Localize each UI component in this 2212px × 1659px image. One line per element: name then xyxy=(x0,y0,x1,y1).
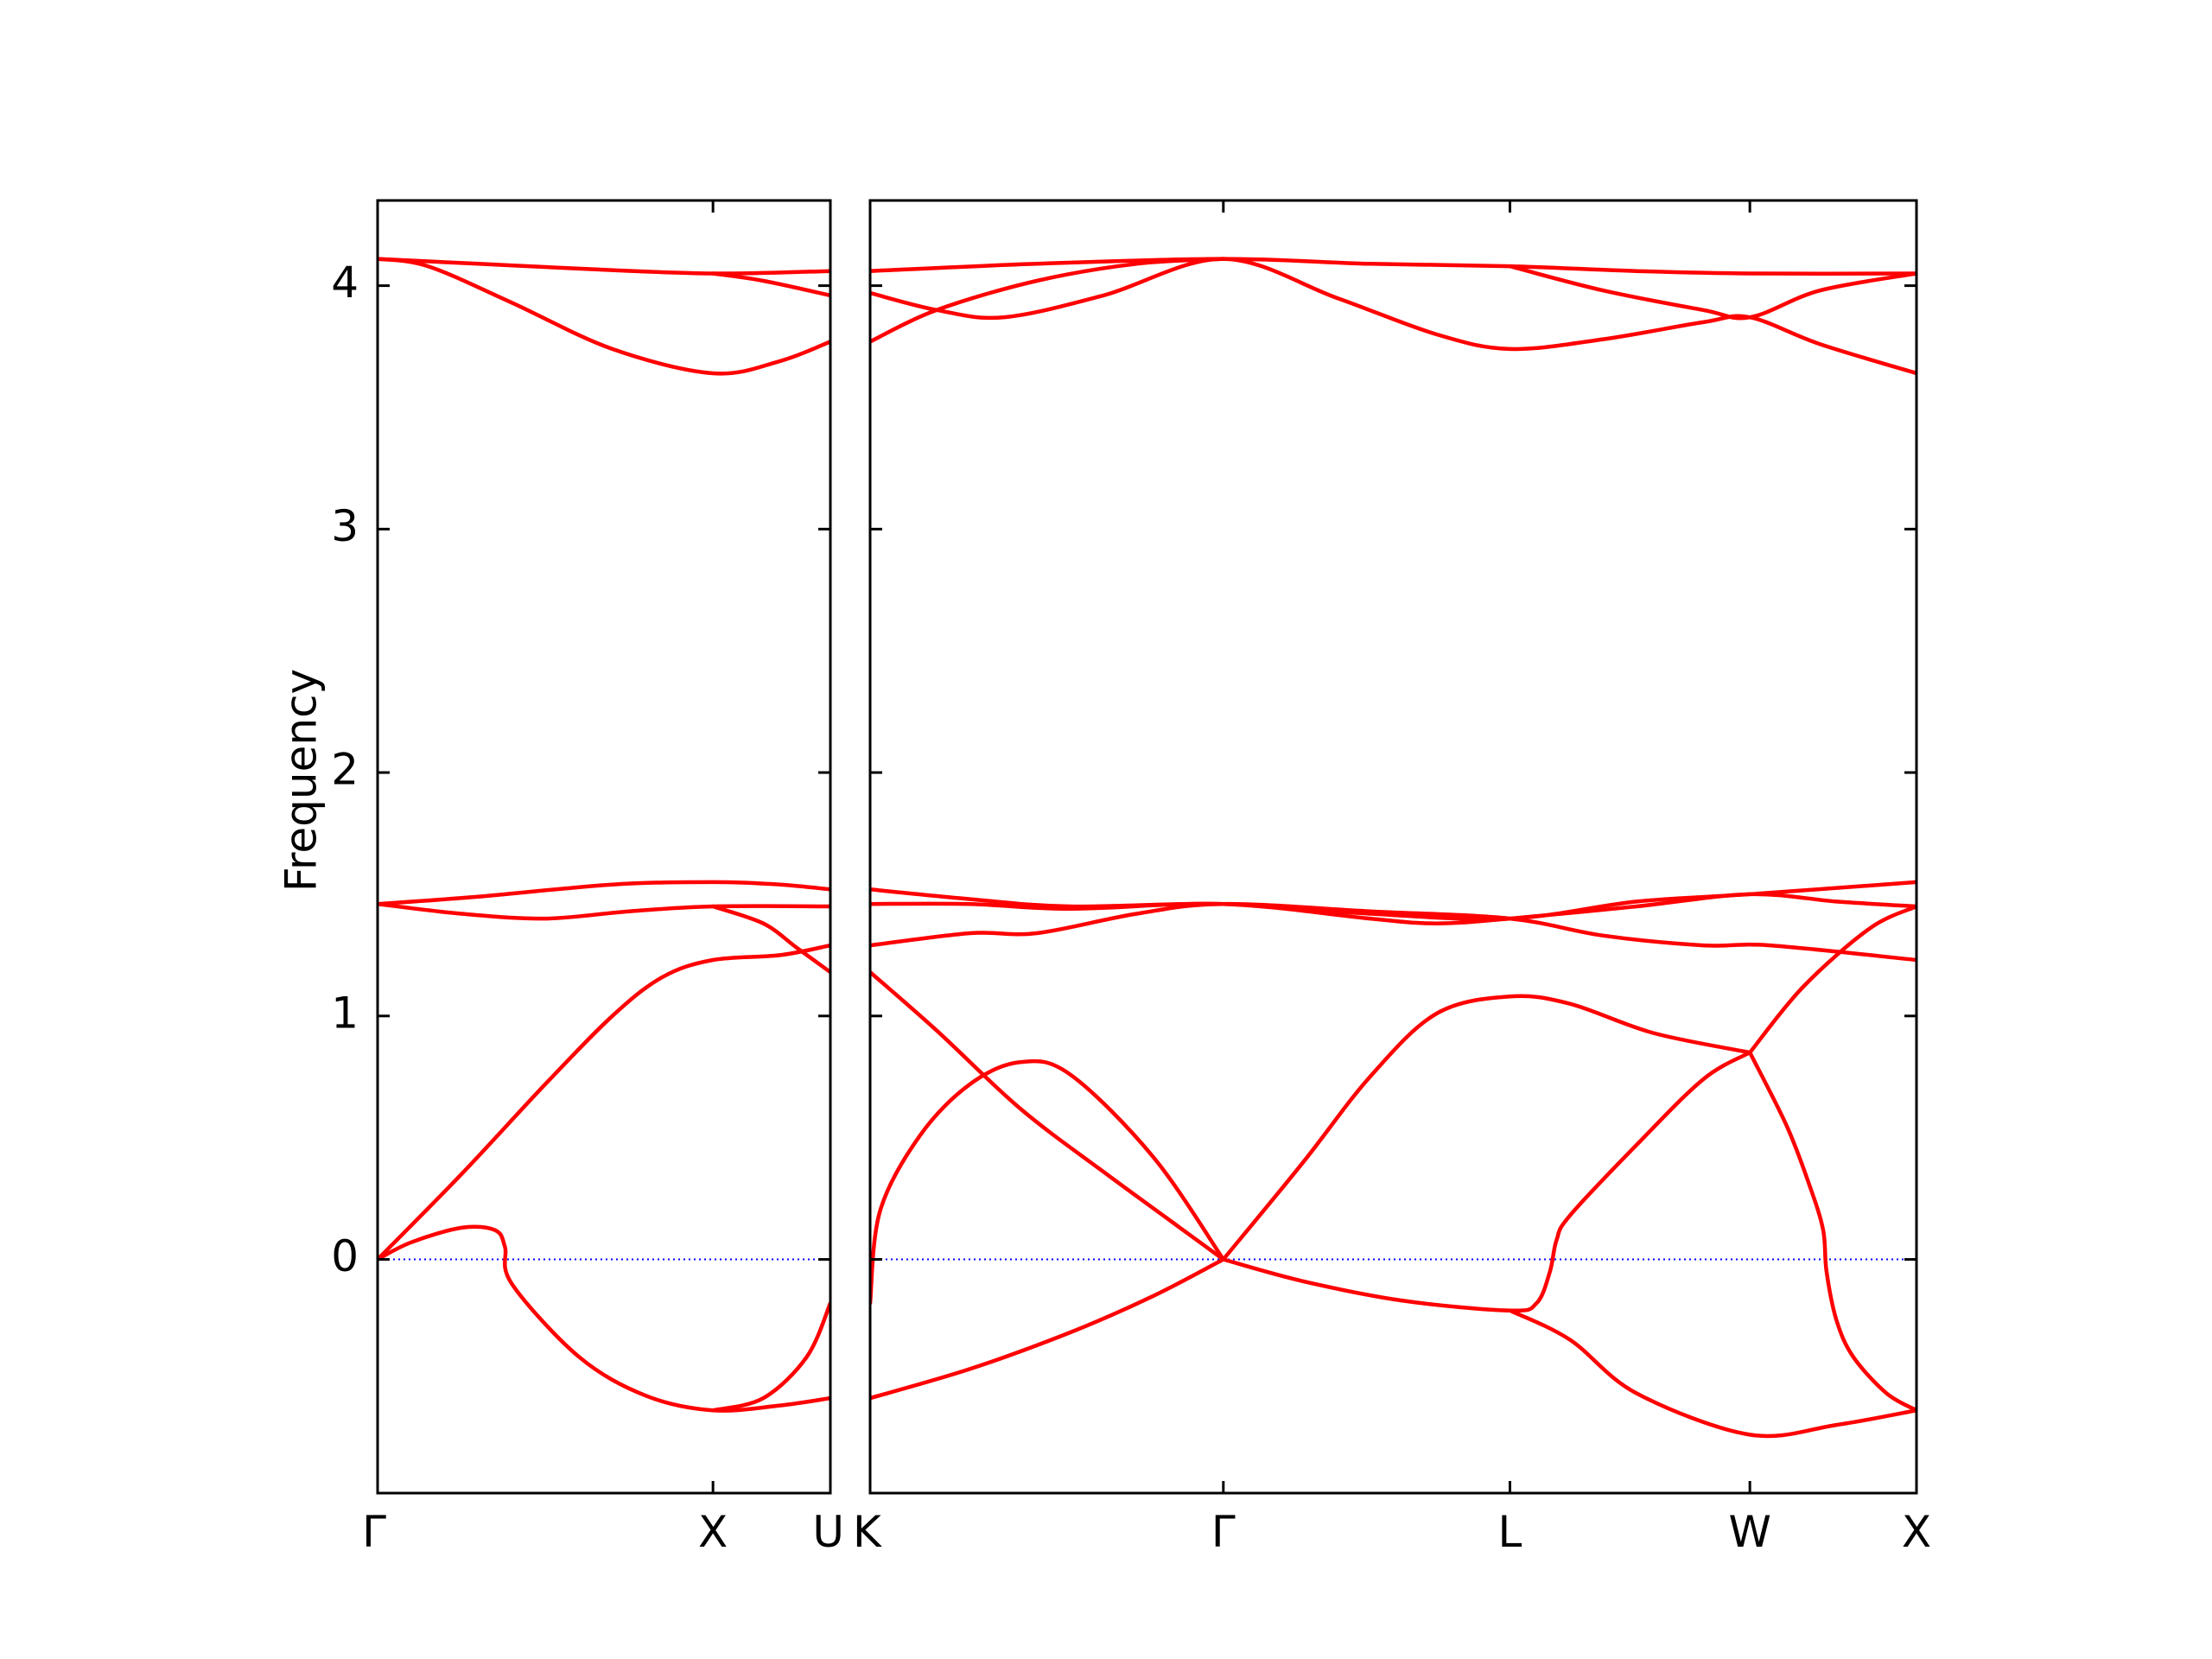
band-line-3 xyxy=(1508,264,1916,321)
band-line-2 xyxy=(870,257,1226,344)
band-line-7 xyxy=(378,1224,830,1413)
panel-frame xyxy=(376,199,832,1495)
x-tick-label: K xyxy=(853,1507,882,1557)
y-axis-title: Frequency xyxy=(276,669,327,892)
band-line-7 xyxy=(870,969,1226,1262)
band-line-2 xyxy=(710,271,830,298)
y-tick-label: 4 xyxy=(331,257,359,308)
band-line-8 xyxy=(870,1058,1226,1306)
band-line-6 xyxy=(870,901,1916,963)
band-line-5 xyxy=(710,904,830,975)
x-tick-label: Γ xyxy=(362,1507,386,1557)
band-line-8 xyxy=(710,1300,830,1413)
band-line-11 xyxy=(1221,1050,1752,1313)
band-line-13 xyxy=(1747,1050,1916,1413)
band-line-0 xyxy=(870,257,1916,276)
y-tick-label: 1 xyxy=(331,988,359,1038)
x-tick-label: X xyxy=(698,1507,728,1557)
band-line-6 xyxy=(378,943,830,1262)
x-tick-label: L xyxy=(1498,1507,1522,1557)
band-line-5 xyxy=(870,892,1916,925)
band-line-0 xyxy=(378,257,830,276)
band-line-10 xyxy=(870,1257,1226,1401)
band-line-4 xyxy=(378,901,830,921)
y-tick-label: 0 xyxy=(331,1231,359,1281)
band-line-3 xyxy=(378,880,830,906)
x-tick-label: U xyxy=(812,1507,844,1557)
band-line-14 xyxy=(1747,904,1916,1055)
y-tick-label: 3 xyxy=(331,501,359,551)
x-tick-label: W xyxy=(1728,1507,1770,1557)
panel-gamma-x-u: 0 1 2 3 4 Γ X U xyxy=(331,199,844,1557)
bands xyxy=(378,257,830,1413)
bands xyxy=(870,257,1916,1439)
band-line-9 xyxy=(1221,994,1752,1262)
x-tick-label: Γ xyxy=(1211,1507,1236,1557)
panel-frame xyxy=(868,199,1918,1495)
band-line-1 xyxy=(378,257,830,376)
y-tick-label: 2 xyxy=(331,745,359,795)
x-tick-label: X xyxy=(1902,1507,1931,1557)
band-line-12 xyxy=(1508,1308,1916,1439)
